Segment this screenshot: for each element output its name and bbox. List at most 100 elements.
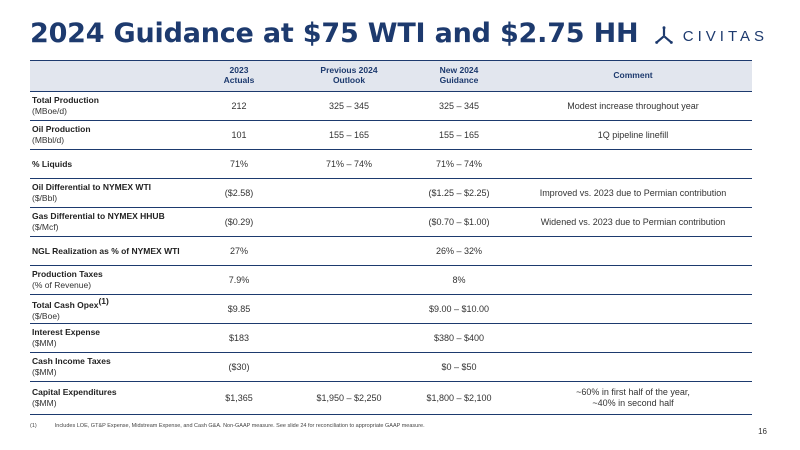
cell-previous-outlook [294,207,404,237]
row-label-main: Cash Income Taxes [32,356,111,367]
row-label-unit: (% of Revenue) [32,280,92,290]
table-row: Gas Differential to NYMEX HHUB ($/Mcf) ($0… [30,207,752,237]
header-2023-actuals: 2023 Actuals [184,60,294,92]
header-label [30,60,184,92]
table-row: Total Production (MBoe/d) 212 325 – 345 325 … [30,91,752,121]
row-label-main: Total Production [32,95,99,106]
comment-line: Improved vs. 2023 due to Permian contrib… [539,187,727,198]
header-actuals-line2: Actuals [223,75,255,85]
header-previous-outlook: Previous 2024 Outlook [294,60,404,92]
cell-new-guidance: $1,800 – $2,100 [404,381,514,415]
cell-2023-actuals: 27% [184,236,294,266]
cell-previous-outlook [294,294,404,324]
table-header-row: 2023 Actuals Previous 2024 Outlook New 2… [30,60,752,92]
row-label: Oil Differential to NYMEX WTI ($/Bbl) [30,178,184,208]
header-comment: Comment [514,60,752,92]
cell-comment: 1Q pipeline linefill [514,120,752,150]
cell-previous-outlook: $1,950 – $2,250 [294,381,404,415]
row-label-main: Capital Expenditures [32,387,117,398]
cell-new-guidance: 325 – 345 [404,91,514,121]
cell-new-guidance: 8% [404,265,514,295]
table-row: NGL Realization as % of NYMEX WTI 27% 26% … [30,236,752,266]
cell-2023-actuals: ($2.58) [184,178,294,208]
slide-title: 2024 Guidance at $75 WTI and $2.75 HH [30,18,639,49]
cell-new-guidance: 155 – 165 [404,120,514,150]
footnote-text: Includes LOE, GT&P Expense, Midstream Ex… [54,423,425,429]
cell-previous-outlook [294,265,404,295]
cell-comment [514,323,752,353]
comment-line: ~60% in first half of the year, [576,387,690,398]
page-number: 16 [758,427,767,436]
header-previous-line1: Previous 2024 [320,65,378,76]
row-label: Gas Differential to NYMEX HHUB ($/Mcf) [30,207,184,237]
row-label: Production Taxes (% of Revenue) [30,265,184,295]
row-label-unit: (MBbl/d) [32,135,65,145]
cell-new-guidance: ($1.25 – $2.25) [404,178,514,208]
table-row: Interest Expense ($MM) $183 $380 – $400 [30,323,752,353]
comment-line: Widened vs. 2023 due to Permian contribu… [540,216,726,227]
footnote: (1) Includes LOE, GT&P Expense, Midstrea… [30,423,425,429]
row-label: Cash Income Taxes ($MM) [30,352,184,382]
row-label: NGL Realization as % of NYMEX WTI [30,236,184,266]
table-row: Oil Differential to NYMEX WTI ($/Bbl) ($2.… [30,178,752,208]
row-label-main: Production Taxes [32,269,103,280]
row-label: Total Cash Opex(1) ($/Boe) [30,294,184,324]
row-label-unit: ($MM) [32,367,57,377]
cell-previous-outlook: 71% – 74% [294,149,404,179]
cell-new-guidance: 71% – 74% [404,149,514,179]
table-row: Cash Income Taxes ($MM) ($30) $0 – $50 [30,352,752,382]
row-label-main: Oil Differential to NYMEX WTI [32,182,152,193]
table-row: Total Cash Opex(1) ($/Boe) $9.85 $9.00 – $1… [30,294,752,324]
cell-previous-outlook: 155 – 165 [294,120,404,150]
header-new-line1: New 2024 [439,65,479,76]
header-actuals-line1: 2023 [229,65,249,76]
cell-previous-outlook [294,178,404,208]
table-row: % Liquids 71% 71% – 74% 71% – 74% [30,149,752,179]
comment-line: 1Q pipeline linefill [597,129,669,140]
row-label-unit: (MBoe/d) [32,106,67,116]
cell-new-guidance: $0 – $50 [404,352,514,382]
table-body: Total Production (MBoe/d) 212 325 – 345 325 … [30,91,752,415]
footnote-marker: (1) [30,423,37,429]
comment-line: ~40% in second half [592,398,674,408]
cell-comment [514,294,752,324]
header-previous-line2: Outlook [332,75,366,85]
civitas-logo: CIVITAS [653,25,768,47]
civitas-tri-arrow-logo-icon [654,26,673,44]
cell-previous-outlook [294,236,404,266]
cell-new-guidance: ($0.70 – $1.00) [404,207,514,237]
row-label-main: Oil Production [32,124,91,135]
cell-comment: Modest increase throughout year [514,91,752,121]
row-label: Capital Expenditures ($MM) [30,381,184,415]
row-label-main: Gas Differential to NYMEX HHUB [32,211,165,222]
row-label-main: % Liquids [32,158,73,169]
row-label-main: NGL Realization as % of NYMEX WTI [32,245,180,256]
row-label-main: Interest Expense [32,327,101,338]
cell-2023-actuals: 101 [184,120,294,150]
cell-2023-actuals: 71% [184,149,294,179]
cell-comment: Improved vs. 2023 due to Permian contrib… [514,178,752,208]
cell-comment [514,265,752,295]
cell-new-guidance: $9.00 – $10.00 [404,294,514,324]
row-label-unit: ($MM) [32,398,57,408]
row-label: Total Production (MBoe/d) [30,91,184,121]
cell-2023-actuals: 7.9% [184,265,294,295]
table-row: Oil Production (MBbl/d) 101 155 – 165 155 – … [30,120,752,150]
cell-previous-outlook: 325 – 345 [294,91,404,121]
row-label-unit: ($MM) [32,338,57,348]
header-new-line2: Guidance [439,75,479,85]
table-row: Capital Expenditures ($MM) $1,365 $1,950 – … [30,381,752,415]
cell-comment [514,352,752,382]
cell-comment: Widened vs. 2023 due to Permian contribu… [514,207,752,237]
row-label-unit: ($/Bbl) [32,193,58,203]
row-label: Oil Production (MBbl/d) [30,120,184,150]
guidance-table: 2023 Actuals Previous 2024 Outlook New 2… [30,60,752,415]
cell-2023-actuals: $183 [184,323,294,353]
cell-2023-actuals: ($30) [184,352,294,382]
cell-comment: ~60% in first half of the year, ~40% in s… [514,381,752,415]
logo-text: CIVITAS [682,27,768,45]
row-label-main: Total Cash Opex [32,300,99,311]
footnote-reference: (1) [98,296,109,307]
cell-comment [514,149,752,179]
cell-2023-actuals: $9.85 [184,294,294,324]
